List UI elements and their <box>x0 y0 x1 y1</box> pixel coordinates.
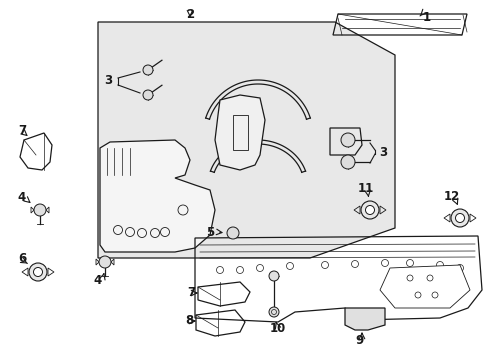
Text: 7: 7 <box>186 285 195 298</box>
Text: 2: 2 <box>185 8 194 21</box>
Polygon shape <box>345 308 384 330</box>
Polygon shape <box>379 265 469 308</box>
Circle shape <box>34 204 46 216</box>
Text: 9: 9 <box>355 333 364 346</box>
Circle shape <box>365 206 374 215</box>
Text: 11: 11 <box>357 181 373 194</box>
Circle shape <box>340 133 354 147</box>
Text: 6: 6 <box>18 252 26 265</box>
Circle shape <box>268 307 279 317</box>
Text: 7: 7 <box>18 123 26 136</box>
Text: 8: 8 <box>184 314 193 327</box>
Circle shape <box>29 263 47 281</box>
Circle shape <box>142 65 153 75</box>
Circle shape <box>34 267 42 276</box>
Text: 3: 3 <box>104 73 112 86</box>
Circle shape <box>340 155 354 169</box>
Text: 5: 5 <box>205 225 214 239</box>
Circle shape <box>142 90 153 100</box>
Text: 4: 4 <box>18 190 26 203</box>
Text: 1: 1 <box>422 11 430 24</box>
Polygon shape <box>215 95 264 170</box>
Circle shape <box>450 209 468 227</box>
Text: 12: 12 <box>443 189 459 202</box>
Circle shape <box>454 213 464 222</box>
Circle shape <box>360 201 378 219</box>
Circle shape <box>99 256 111 268</box>
Polygon shape <box>98 22 394 258</box>
Circle shape <box>268 271 279 281</box>
Circle shape <box>226 227 239 239</box>
Text: 10: 10 <box>269 321 285 334</box>
Polygon shape <box>100 140 215 252</box>
Text: 3: 3 <box>378 145 386 158</box>
Text: 4: 4 <box>94 274 102 287</box>
